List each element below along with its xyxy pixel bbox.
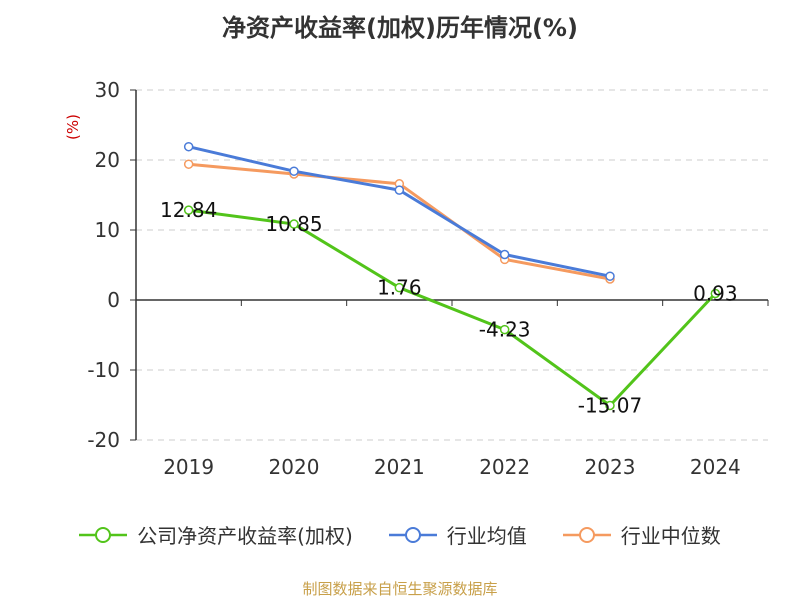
series-line [188, 145, 611, 278]
y-tick-label: -20 [87, 428, 120, 452]
data-point [710, 288, 721, 299]
legend-label: 公司净资产收益率(加权) [137, 524, 353, 548]
x-tick-label: 2022 [479, 455, 530, 479]
data-label: 1.76 [377, 276, 422, 300]
y-tick-label: 0 [107, 288, 120, 312]
y-axis-label: (%) [64, 114, 82, 140]
x-tick-label: 2024 [690, 455, 741, 479]
legend-item[interactable]: 行业均值 [388, 520, 527, 549]
x-tick-label: 2019 [163, 455, 214, 479]
x-tick-label: 2021 [374, 455, 425, 479]
data-point [394, 185, 405, 195]
data-point [394, 282, 405, 293]
data-point [605, 400, 615, 411]
data-point [289, 166, 299, 176]
legend-label: 行业中位数 [620, 524, 721, 548]
y-tick-label: -10 [87, 358, 120, 382]
legend-swatch-icon [388, 526, 437, 543]
y-tick-label: 10 [95, 218, 120, 242]
data-label: 12.84 [160, 198, 217, 222]
data-label: -4.23 [479, 318, 531, 342]
grid-lines [136, 89, 768, 441]
data-label: 10.85 [265, 212, 322, 236]
source-note: 制图数据来自恒生聚源数据库 [302, 580, 498, 598]
legend-label: 行业均值 [446, 524, 527, 548]
x-tick-label: 2023 [585, 455, 636, 479]
data-point [499, 324, 510, 335]
data-label: -15.07 [578, 393, 642, 417]
x-tick-label: 2020 [269, 455, 320, 479]
data-label: 0.93 [693, 281, 738, 305]
legend-swatch-icon [562, 526, 611, 543]
legend: 公司净资产收益率(加权) 行业均值 行业中位数 [0, 520, 800, 549]
data-point [183, 205, 194, 215]
y-tick-label: 20 [95, 148, 120, 172]
series-lines [183, 141, 721, 411]
data-point [183, 159, 194, 169]
data-point [499, 249, 510, 260]
legend-item[interactable]: 公司净资产收益率(加权) [79, 520, 353, 549]
data-point [183, 141, 194, 152]
axes: 30 20 10 0 -10 -20 2019 2020 2021 2022 2023 2024 [87, 78, 769, 479]
legend-swatch-icon [79, 526, 128, 543]
legend-item[interactable]: 行业中位数 [562, 520, 721, 549]
data-point [605, 271, 615, 281]
chart-title: 净资产收益率(加权)历年情况(%) [222, 14, 578, 42]
data-point [289, 219, 299, 229]
y-tick-label: 30 [95, 78, 120, 102]
series-line [188, 208, 717, 407]
data-labels: 12.84 10.85 1.76 -4.23 -15.07 0.93 [160, 198, 738, 417]
